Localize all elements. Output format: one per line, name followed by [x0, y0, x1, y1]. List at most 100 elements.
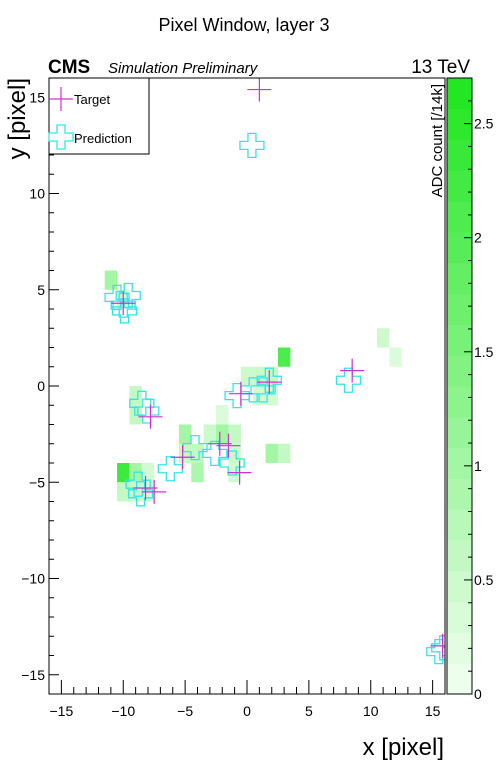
heatmap-pixel: [178, 424, 192, 444]
color-scale-band: [447, 386, 472, 418]
color-scale-band: [447, 201, 472, 233]
target-marker: [257, 370, 282, 395]
prediction-marker: [111, 298, 138, 324]
x-tick-label: 0: [243, 703, 251, 719]
color-scale-band: [447, 324, 472, 356]
chart-title: Pixel Window, layer 3: [158, 15, 329, 35]
target-marker: [216, 433, 241, 458]
target-marker: [247, 78, 272, 102]
heatmap-pixel: [129, 386, 142, 406]
color-scale: [446, 77, 473, 695]
y-tick-label: 0: [37, 378, 45, 394]
x-tick-label: −10: [111, 703, 135, 719]
color-scale-band: [447, 108, 472, 141]
prediction-marker: [431, 635, 445, 661]
color-scale-band: [447, 540, 472, 572]
color-scale-band: [447, 293, 472, 325]
color-scale-band: [447, 262, 472, 295]
target-marker: [138, 404, 163, 429]
prediction-marker: [127, 481, 154, 507]
y-tick-label: 15: [29, 89, 45, 105]
z-tick-label: 1: [474, 458, 482, 474]
z-tick-label: 0: [474, 686, 482, 702]
legend-target-symbol: [49, 87, 73, 111]
color-scale-band: [447, 232, 472, 264]
x-tick-label: −15: [50, 703, 74, 719]
color-scale-band: [447, 509, 472, 541]
prediction-marker: [157, 456, 183, 482]
color-scale-frame: [446, 77, 473, 695]
heatmap-pixel: [277, 347, 291, 367]
x-tick-label: 5: [305, 703, 313, 719]
heatmap-pixel: [376, 328, 390, 348]
target-marker: [207, 431, 232, 456]
simulation-label: Simulation Preliminary: [108, 60, 259, 77]
z-tick-label: 2.5: [474, 116, 494, 132]
x-axis-label: x [pixel]: [363, 734, 444, 761]
color-scale-band: [447, 663, 472, 695]
color-scale-band: [447, 416, 472, 449]
legend-target-label: Target: [74, 92, 111, 107]
color-scale-band: [447, 601, 472, 633]
target-marker: [227, 460, 252, 485]
color-scale-axis: 0 0.5 1 1.5 2 2.5: [464, 77, 494, 702]
prediction-marker: [219, 450, 245, 476]
y-tick-label: −15: [21, 667, 45, 683]
prediction-marker: [202, 440, 228, 467]
color-scale-band: [447, 570, 472, 603]
marker-layer: [104, 78, 445, 665]
heatmap-pixel: [228, 443, 241, 463]
heatmap-pixel: [389, 347, 402, 367]
heatmap-pixel: [277, 443, 291, 463]
heatmap-pixel: [216, 424, 229, 444]
target-marker: [170, 445, 195, 470]
legend-prediction-label: Prediction: [74, 131, 132, 146]
heatmap-pixel: [141, 463, 155, 483]
heatmap-pixel: [104, 270, 118, 290]
prediction-marker: [256, 367, 282, 393]
color-scale-label: ADC count [/14k]: [429, 84, 446, 197]
prediction-marker: [239, 132, 265, 159]
cms-label: CMS: [48, 57, 90, 78]
heatmap-pixel: [240, 366, 254, 386]
target-marker: [111, 291, 136, 316]
legend-prediction-marker: [48, 124, 74, 150]
color-scale-band: [447, 139, 472, 171]
heatmap-pixel: [265, 443, 278, 463]
heatmap-pixel: [203, 424, 217, 444]
x-tick-label: 10: [363, 703, 379, 719]
heatmap-pixel: [191, 463, 204, 483]
prediction-marker: [125, 471, 151, 497]
y-tick-label: 5: [37, 282, 45, 298]
x-tick-label: −5: [177, 703, 193, 719]
y-tick-label: −10: [21, 571, 45, 587]
heatmap-pixel: [117, 482, 130, 502]
color-scale-band: [447, 447, 472, 479]
prediction-marker: [110, 292, 136, 318]
target-marker: [430, 633, 445, 658]
target-marker: [133, 476, 158, 501]
heatmap-pixel: [191, 443, 204, 463]
heatmap-pixel: [228, 424, 241, 444]
heatmap-pixel: [216, 405, 229, 425]
z-tick-label: 1.5: [474, 344, 494, 360]
prediction-marker: [250, 377, 276, 403]
energy-label: 13 TeV: [411, 57, 470, 78]
heatmap-pixel: [129, 482, 142, 502]
target-marker: [340, 358, 365, 383]
target-marker: [228, 381, 253, 406]
y-tick-label: −5: [29, 474, 45, 490]
color-scale-band: [447, 478, 472, 510]
heatmap-pixel: [178, 443, 192, 463]
z-tick-label: 0.5: [474, 572, 494, 588]
legend-target-marker: [49, 87, 73, 111]
y-axis: −15 −10 −5 0 5 10 15: [21, 77, 59, 695]
legend: Target Prediction: [48, 77, 150, 155]
legend-prediction-symbol: [48, 124, 74, 150]
target-marker: [142, 479, 167, 504]
color-scale-band: [447, 632, 472, 664]
x-axis: −15 −10 −5 0 5 10 15: [48, 680, 446, 719]
x-tick-label: 15: [425, 703, 441, 719]
color-scale-band: [447, 355, 472, 387]
